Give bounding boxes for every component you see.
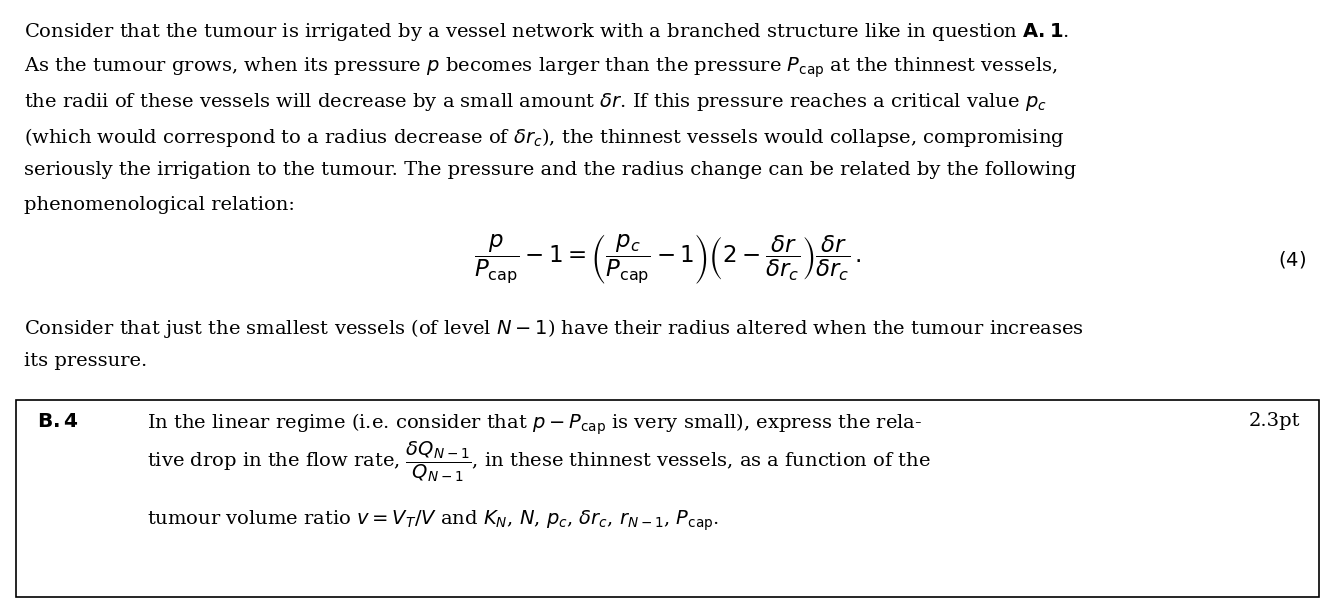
Text: Consider that the tumour is irrigated by a vessel network with a branched struct: Consider that the tumour is irrigated by… <box>24 21 1069 43</box>
Text: Consider that just the smallest vessels (of level $N-1$) have their radius alter: Consider that just the smallest vessels … <box>24 317 1084 340</box>
Text: (which would correspond to a radius decrease of $\delta r_c$), the thinnest vess: (which would correspond to a radius decr… <box>24 126 1064 149</box>
Text: phenomenological relation:: phenomenological relation: <box>24 196 295 214</box>
Text: $(4)$: $(4)$ <box>1278 249 1306 270</box>
Text: $\mathbf{B.4}$: $\mathbf{B.4}$ <box>37 412 79 431</box>
Text: tumour volume ratio $v = V_T/V$ and $K_N$, $N$, $p_c$, $\delta r_c$, $r_{N-1}$, : tumour volume ratio $v = V_T/V$ and $K_N… <box>147 509 720 533</box>
Text: tive drop in the flow rate, $\dfrac{\delta Q_{N-1}}{Q_{N-1}}$, in these thinnest: tive drop in the flow rate, $\dfrac{\del… <box>147 439 930 484</box>
Text: In the linear regime (i.e. consider that $p - P_{\mathrm{cap}}$ is very small), : In the linear regime (i.e. consider that… <box>147 412 922 437</box>
Text: seriously the irrigation to the tumour. The pressure and the radius change can b: seriously the irrigation to the tumour. … <box>24 161 1076 179</box>
Text: $\dfrac{p}{P_{\mathrm{cap}}} - 1 = \left(\dfrac{p_c}{P_{\mathrm{cap}}} - 1\right: $\dfrac{p}{P_{\mathrm{cap}}} - 1 = \left… <box>474 232 861 287</box>
Text: 2.3pt: 2.3pt <box>1248 412 1300 430</box>
FancyBboxPatch shape <box>16 400 1319 597</box>
Text: As the tumour grows, when its pressure $p$ becomes larger than the pressure $P_{: As the tumour grows, when its pressure $… <box>24 56 1057 81</box>
Text: its pressure.: its pressure. <box>24 352 147 370</box>
Text: the radii of these vessels will decrease by a small amount $\delta r$. If this p: the radii of these vessels will decrease… <box>24 91 1047 113</box>
